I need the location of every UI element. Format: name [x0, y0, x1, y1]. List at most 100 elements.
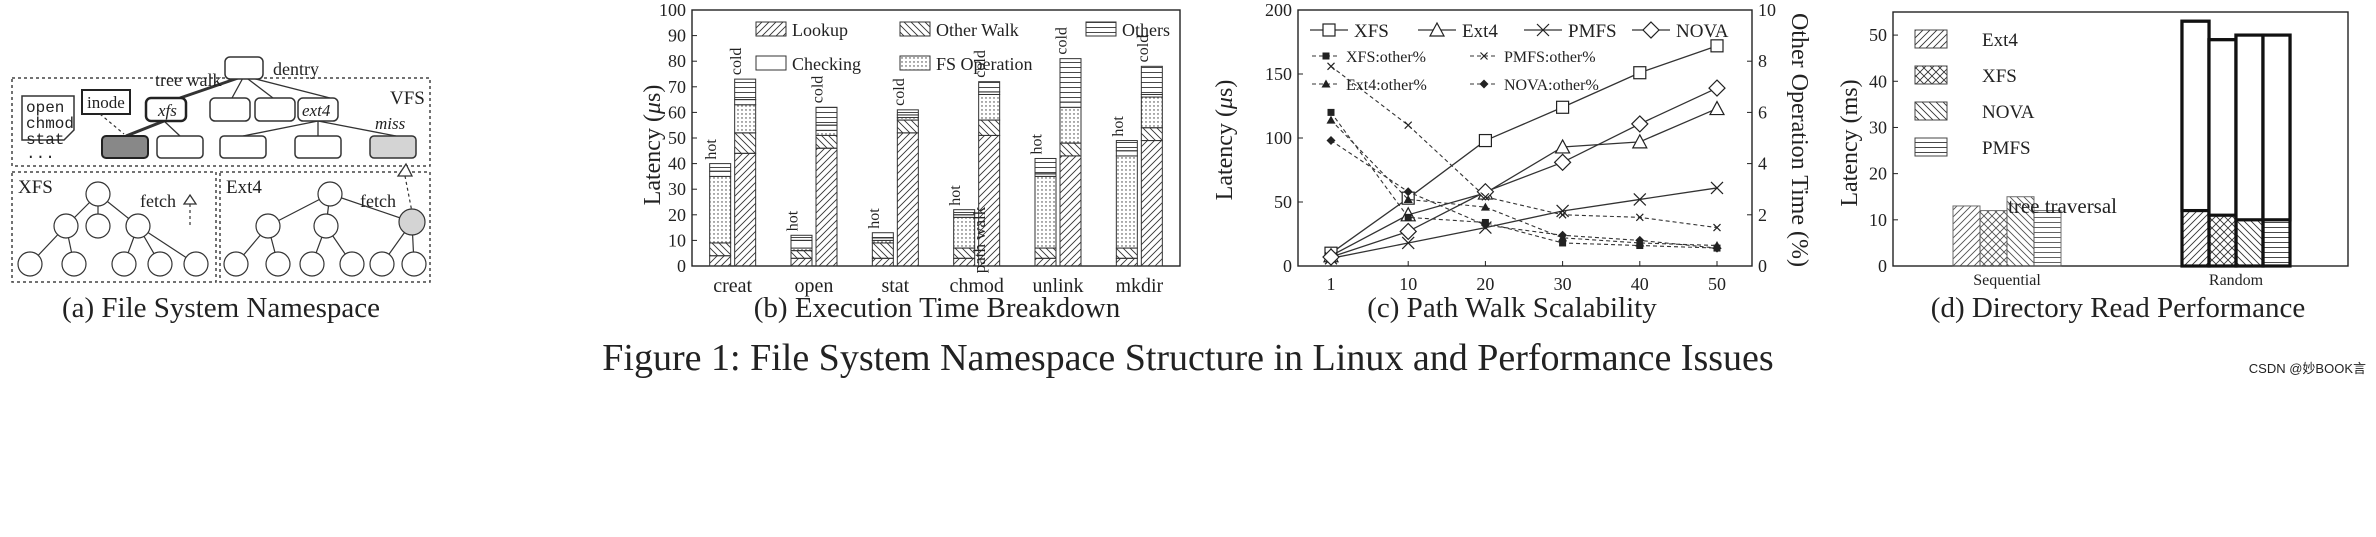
y-tick-label: 60: [668, 102, 686, 122]
dentry-node-miss: [369, 135, 417, 159]
marker-diamond: [1630, 115, 1649, 133]
legend-fs-operation: FS Operation: [936, 54, 1033, 74]
bar-segment-others: [1140, 65, 1163, 95]
inode-pointer: [99, 113, 125, 135]
tree-walk-label: tree walk: [155, 70, 221, 90]
marker-filled-diamond: [1403, 187, 1413, 197]
legend-swatch-other-walk: [899, 21, 931, 37]
panel-b-axes: 0 10 20 30 40 50 60 70 80 90 100 creat open stat chmod…: [659, 0, 1181, 297]
watermark: CSDN @妙BOOK言: [2249, 361, 2366, 376]
marker-filled-triangle: [1480, 202, 1490, 211]
marker-triangle: [1631, 133, 1648, 149]
y-tick-label: 50: [1274, 192, 1292, 212]
bar-segment-other-walk: [790, 250, 813, 259]
ext4-box: [219, 171, 431, 283]
legend-label: PMFS: [1982, 138, 2031, 159]
dentry-label: dentry: [273, 59, 319, 79]
x-tick-label: 1: [1327, 274, 1336, 294]
syscall-chmod: chmod: [26, 115, 74, 133]
dentry-node: [209, 97, 251, 122]
dentry-node: [156, 135, 204, 159]
marker-square: [1633, 66, 1647, 80]
panel-b-bar-labels: hot cold hot cold hot cold hot cold hot cold hot co…: [703, 27, 1152, 231]
y2-tick-label: 6: [1758, 102, 1767, 122]
marker-diamond: [1642, 21, 1660, 39]
y-tick-label: 70: [668, 77, 686, 97]
bar-segment-checking: [1115, 150, 1138, 157]
bar-segment-lookup: [896, 132, 919, 267]
legend-label: XFS:other%: [1346, 49, 1426, 66]
legend-swatch-checking: [755, 55, 787, 71]
marker-x: [1401, 236, 1415, 250]
legend-swatch-xfs: [1914, 65, 1948, 85]
marker-x: [1558, 210, 1567, 219]
marker-filled-triangle: [1326, 115, 1336, 124]
bar-segment-checking: [790, 239, 813, 249]
x-tick-label: 10: [1399, 274, 1417, 294]
panel-c-lines: [1322, 39, 1726, 266]
bar-segment-others: [896, 109, 919, 116]
vfs-box: [11, 77, 431, 167]
panel-a-caption: (a) File System Namespace: [62, 292, 380, 324]
marker-diamond: [1322, 248, 1340, 266]
bar-label-cold: cold: [1135, 35, 1152, 63]
bar-segment-checking: [709, 170, 732, 177]
bar-segment-other-walk: [1115, 247, 1138, 259]
bar-label-hot: hot: [1110, 116, 1127, 137]
bar-segment-others: [709, 163, 732, 172]
bar-segment-other-walk: [1140, 127, 1163, 142]
bar-segment-fs-operation: [815, 129, 838, 136]
miss-label: miss: [375, 114, 406, 133]
legend-label: PMFS:other%: [1504, 49, 1596, 66]
marker-filled-diamond: [1479, 79, 1489, 89]
xfs-fetch-label: fetch: [140, 191, 176, 211]
panel-c-axes: 0 50 100 150 200 0 2 4 6 8 10 1 10 20 30 40 50: [1265, 0, 1776, 294]
panel-b-bars: [709, 58, 1163, 267]
y-tick-label: 10: [668, 230, 686, 250]
bar-segment-other-walk: [896, 119, 919, 134]
marker-x: [1556, 204, 1570, 218]
bar-segment-others: [815, 106, 838, 126]
panel-d: Latency (ms) 0 10 20 30 40 50 Sequential Random…: [1837, 11, 2349, 324]
y-tick-label: 20: [668, 205, 686, 225]
fetch-arrow-icon: [182, 193, 198, 205]
y-tick-label: 90: [668, 26, 686, 46]
panel-b: Latency (μs) 0 10 20 30 40 50 60 70 80 90 100 creat…: [640, 0, 1181, 324]
bar-label-hot: hot: [703, 139, 720, 160]
bar-xfs-sequential: [1979, 210, 2008, 267]
panel-d-ylabel: Latency (ms): [1837, 79, 1863, 206]
syscall-note: [21, 95, 75, 141]
legend-others: Others: [1122, 20, 1170, 40]
bar-tree-traversal-segment: [2207, 38, 2238, 217]
bar-segment-fs-operation: [1115, 155, 1138, 249]
plot-frame: [1892, 11, 2349, 267]
panel-c-caption: (c) Path Walk Scalability: [1367, 292, 1657, 324]
bar-segment-other-walk: [1059, 142, 1082, 157]
bar-label-cold: cold: [891, 78, 908, 106]
legend-label: NOVA: [1982, 102, 2035, 123]
bar-label-cold: cold: [810, 76, 827, 104]
marker-filled-square: [1322, 52, 1330, 60]
y2-tick-label: 0: [1758, 256, 1767, 276]
y-tick-label: 0: [1878, 256, 1887, 276]
legend-label: XFS: [1982, 66, 2017, 87]
y2-tick-label: 2: [1758, 205, 1767, 225]
legend-swatch-pmfs: [1914, 137, 1948, 157]
panel-a: VFS open chmod stat ... inode tree walk …: [11, 56, 431, 324]
marker-triangle: [1708, 100, 1726, 116]
legend-lookup: Lookup: [792, 20, 848, 40]
series-line-pmfs-other-: [1330, 65, 1718, 229]
bar-segment-others: [734, 78, 757, 101]
marker-square: [1478, 133, 1493, 148]
marker-filled-triangle: [1321, 79, 1331, 88]
series-line-ext4-other-: [1330, 119, 1718, 247]
y-tick-label: 80: [668, 51, 686, 71]
marker-x: [1327, 62, 1335, 71]
marker-filled-diamond: [1480, 220, 1490, 230]
xfs-box: [11, 171, 217, 283]
series-line-pmfs: [1330, 187, 1718, 259]
legend-swatch-lookup: [755, 21, 787, 37]
bar-segment-fs-operation: [709, 175, 732, 244]
marker-filled-triangle: [1403, 194, 1413, 203]
bar-segment-lookup: [1115, 257, 1138, 267]
